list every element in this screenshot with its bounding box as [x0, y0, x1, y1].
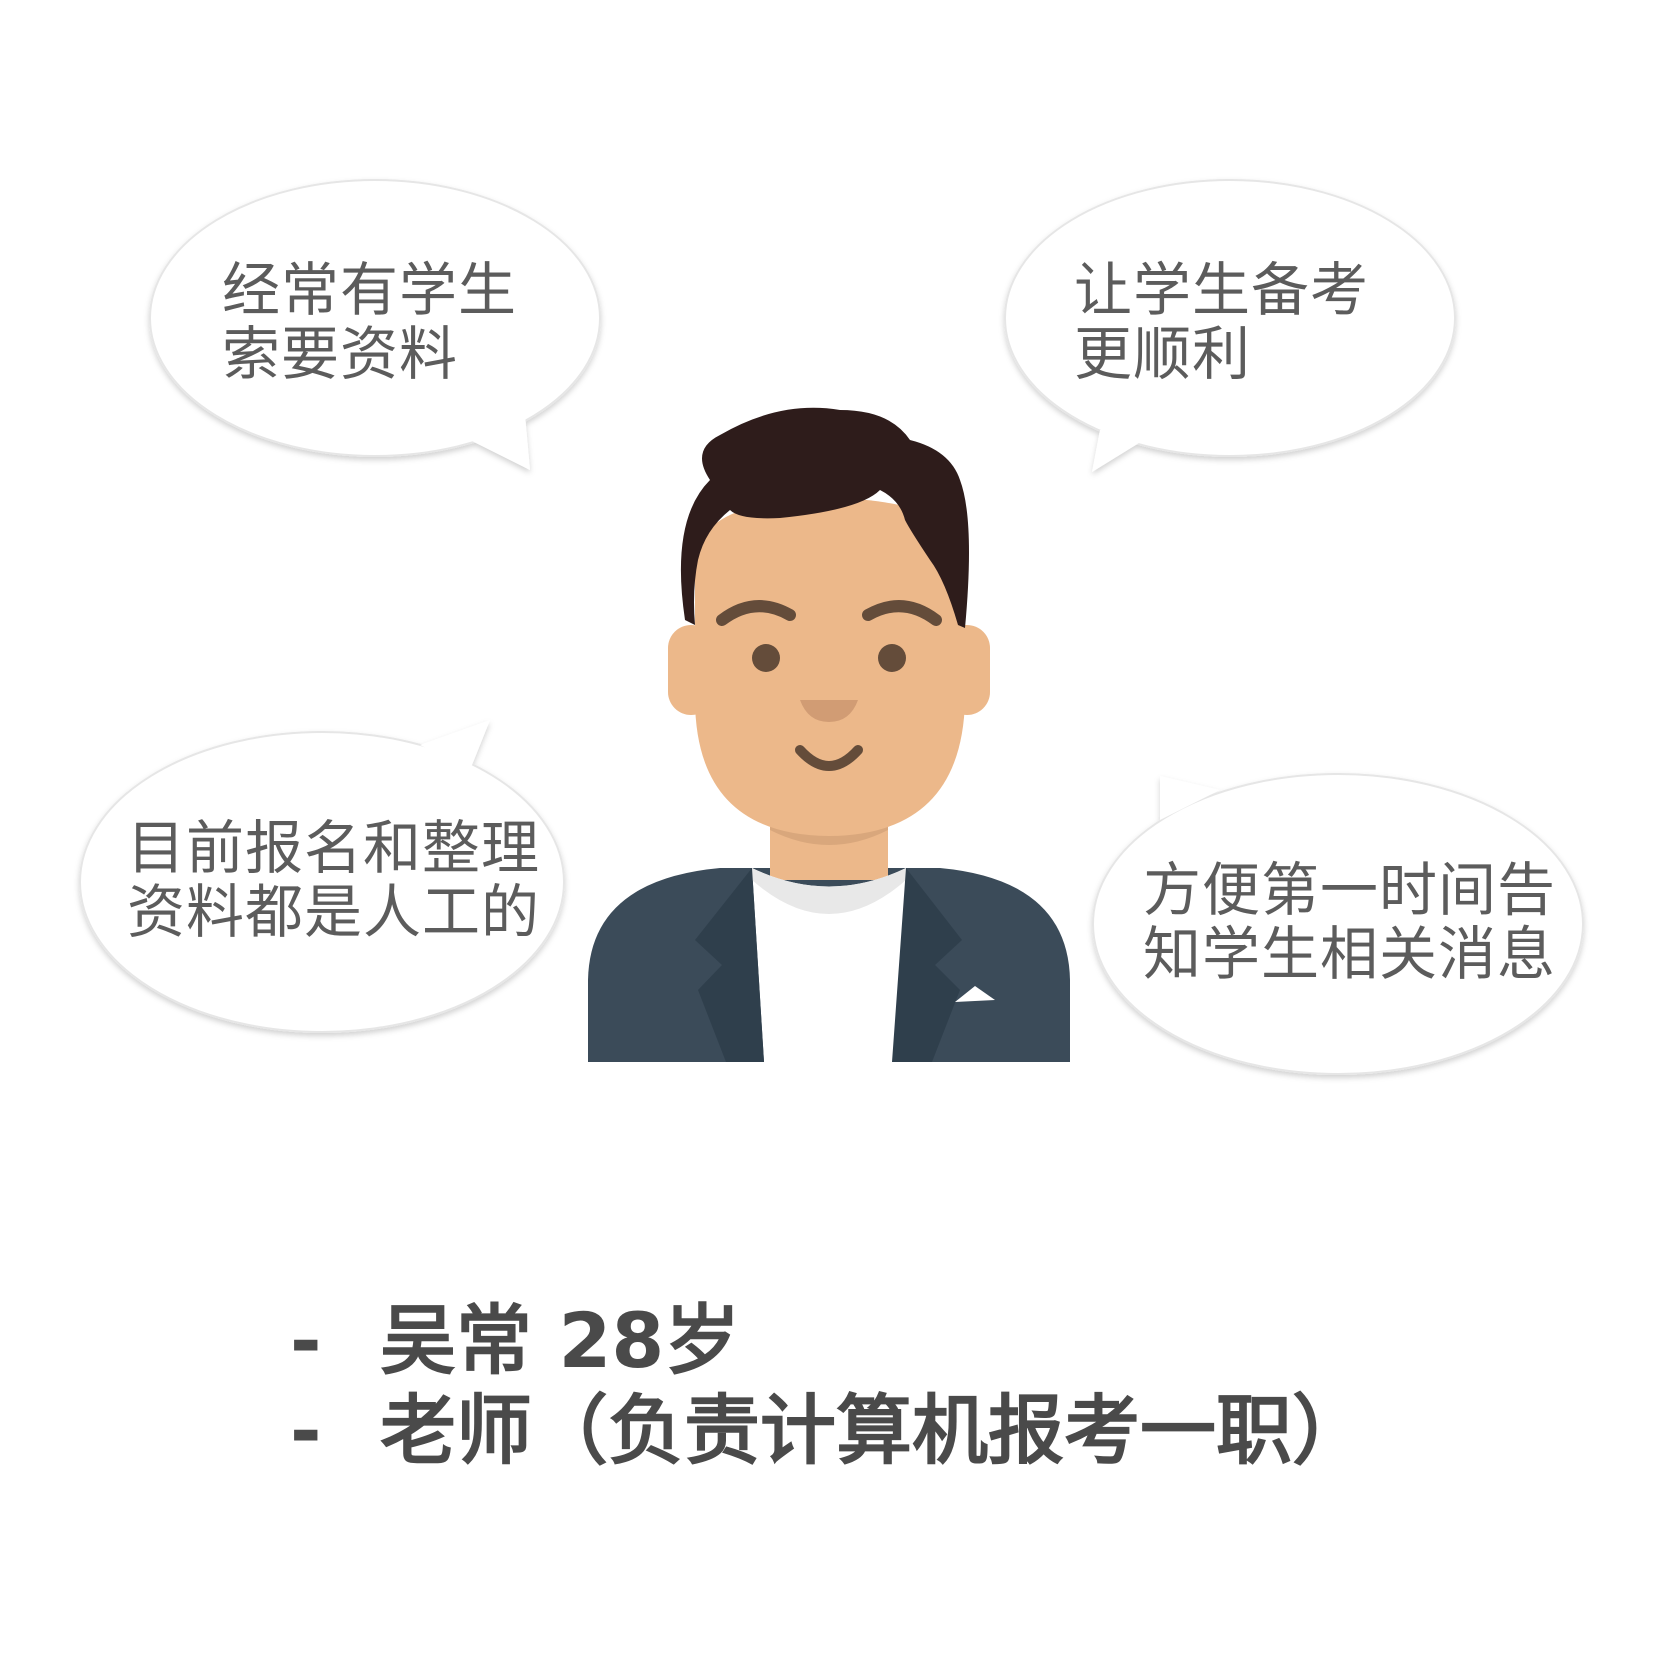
bubble-text-bottom-left: 目前报名和整理 资料都是人工的 — [127, 816, 540, 944]
persona-role-text: 老师（负责计算机报考一职） — [380, 1386, 1368, 1475]
bubble-line: 更顺利 — [1074, 320, 1252, 388]
eye-right — [878, 644, 906, 672]
bubble-line: 索要资料 — [222, 320, 459, 388]
shirt — [752, 868, 906, 1062]
bubble-line: 经常有学生 — [222, 256, 518, 324]
eyebrow-right — [862, 600, 942, 626]
bubble-text-bottom-right: 方便第一时间告 知学生相关消息 — [1143, 858, 1556, 986]
persona-name-age: - 吴常 28岁 — [290, 1296, 740, 1386]
speech-bubble-top-right — [1004, 179, 1456, 472]
face — [695, 498, 965, 836]
speech-bubble-bottom-left — [79, 720, 565, 1033]
pocket-square — [955, 986, 995, 1002]
bullet-dash: - — [290, 1386, 322, 1475]
bubble-text-top-left: 经常有学生 索要资料 — [222, 258, 517, 386]
eyebrow-left — [716, 600, 796, 626]
persona-name-age-text: 吴常 28岁 — [380, 1296, 741, 1385]
bubble-line: 方便第一时间告 — [1143, 856, 1557, 924]
bullet-dash: - — [290, 1296, 322, 1385]
hair — [680, 407, 969, 628]
persona-role: - 老师（负责计算机报考一职） — [290, 1386, 1368, 1476]
speech-bubble-top-left — [149, 179, 601, 470]
speech-bubble-bottom-right — [1092, 773, 1584, 1075]
avatar — [588, 407, 1070, 1062]
nose — [800, 700, 858, 722]
bubble-line: 目前报名和整理 — [127, 814, 541, 882]
bubble-line: 资料都是人工的 — [127, 878, 541, 946]
bubble-line: 让学生备考 — [1074, 256, 1370, 324]
mouth — [795, 745, 863, 771]
bubble-text-top-right: 让学生备考 更顺利 — [1074, 258, 1369, 386]
eye-left — [752, 644, 780, 672]
bubble-line: 知学生相关消息 — [1143, 920, 1557, 988]
